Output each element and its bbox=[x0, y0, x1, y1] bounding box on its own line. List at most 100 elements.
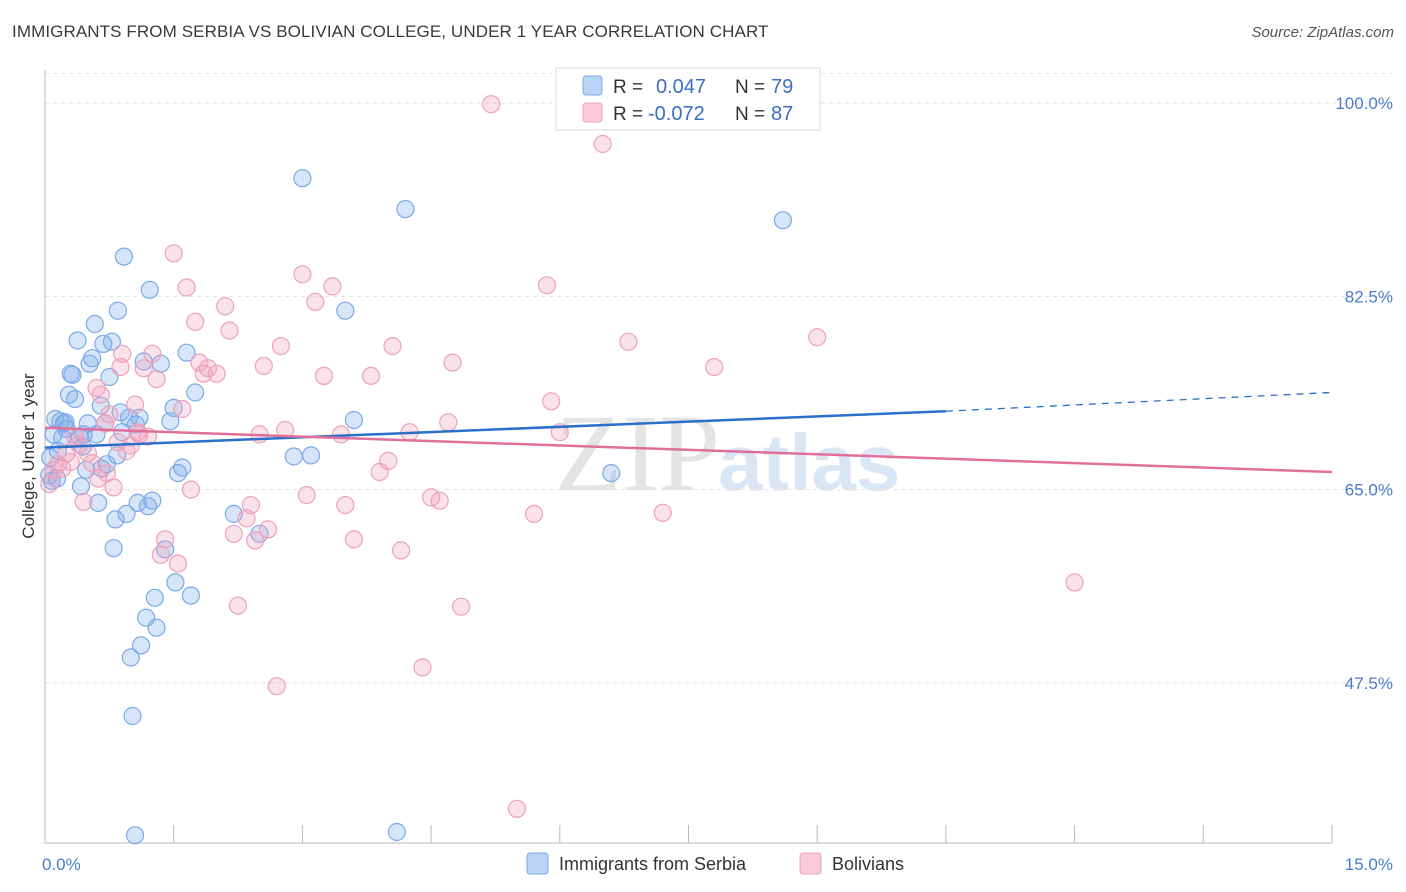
point-serbia bbox=[396, 200, 415, 219]
point-bolivians bbox=[379, 451, 398, 470]
stats-r-value-serbia: 0.047 bbox=[656, 76, 706, 98]
legend-swatch-serbia bbox=[526, 852, 549, 875]
point-bolivians bbox=[1065, 573, 1084, 592]
point-bolivians bbox=[173, 399, 192, 419]
point-bolivians bbox=[95, 414, 115, 433]
y-tick-label: 100.0% bbox=[1335, 94, 1393, 113]
grid bbox=[45, 72, 1392, 684]
point-bolivians bbox=[228, 596, 248, 615]
point-bolivians bbox=[443, 353, 462, 372]
stats-swatch-serbia bbox=[582, 75, 603, 96]
point-bolivians bbox=[593, 134, 612, 154]
point-bolivians bbox=[126, 395, 145, 414]
point-bolivians bbox=[57, 444, 76, 463]
point-bolivians bbox=[297, 486, 316, 505]
stats-row-serbia: R = 0.047 N = 79 bbox=[582, 75, 793, 98]
data-points bbox=[40, 95, 1084, 845]
y-tick-label: 82.5% bbox=[1345, 287, 1393, 306]
point-serbia bbox=[181, 586, 200, 605]
point-bolivians bbox=[151, 545, 170, 564]
point-bolivians bbox=[168, 554, 188, 573]
y-tick-labels: 100.0% 82.5% 65.0% 47.5% bbox=[1335, 94, 1393, 693]
point-serbia bbox=[128, 493, 147, 512]
point-serbia bbox=[65, 390, 85, 409]
point-bolivians bbox=[104, 478, 123, 497]
point-bolivians bbox=[241, 496, 260, 515]
point-bolivians bbox=[383, 337, 402, 356]
legend-swatch-bolivians bbox=[799, 852, 822, 875]
bottom-legend: Immigrants from Serbia Bolivians bbox=[526, 852, 904, 875]
point-bolivians bbox=[482, 95, 501, 114]
point-bolivians bbox=[220, 321, 239, 340]
legend-item-serbia[interactable]: Immigrants from Serbia bbox=[526, 852, 747, 875]
x-tick-label: 15.0% bbox=[1345, 855, 1393, 874]
watermark: ZIP atlas bbox=[555, 392, 900, 514]
point-bolivians bbox=[259, 520, 278, 539]
stats-legend: R = 0.047 N = 79 R = -0.072 N = 87 bbox=[555, 67, 821, 131]
x-tick-labels: 0.0% 15.0% bbox=[42, 855, 1393, 874]
stats-r-label-bolivians: R = bbox=[613, 104, 643, 125]
source-label: Source: ZipAtlas.com bbox=[1251, 24, 1394, 41]
point-bolivians bbox=[537, 276, 557, 295]
point-serbia bbox=[83, 349, 102, 368]
point-bolivians bbox=[147, 370, 166, 389]
point-bolivians bbox=[439, 413, 458, 432]
point-serbia bbox=[147, 618, 166, 637]
point-bolivians bbox=[705, 358, 724, 377]
point-serbia bbox=[114, 247, 134, 266]
point-bolivians bbox=[164, 244, 183, 263]
point-serbia bbox=[126, 826, 145, 845]
point-serbia bbox=[111, 403, 130, 422]
point-serbia bbox=[71, 477, 91, 496]
point-serbia bbox=[145, 588, 164, 607]
trend-serbia-extension bbox=[945, 391, 1333, 412]
y-tick-label: 65.0% bbox=[1345, 481, 1393, 500]
point-bolivians bbox=[143, 344, 162, 363]
point-serbia bbox=[293, 169, 312, 188]
point-serbia bbox=[123, 706, 142, 726]
point-bolivians bbox=[361, 366, 381, 385]
point-serbia bbox=[177, 343, 196, 362]
point-serbia bbox=[107, 446, 127, 465]
point-bolivians bbox=[293, 265, 312, 284]
legend-label-serbia: Immigrants from Serbia bbox=[559, 854, 747, 874]
point-bolivians bbox=[542, 392, 561, 411]
point-bolivians bbox=[83, 454, 102, 473]
point-serbia bbox=[102, 332, 122, 351]
point-serbia bbox=[301, 446, 321, 465]
point-serbia bbox=[108, 301, 128, 320]
point-bolivians bbox=[113, 344, 132, 363]
stats-row-bolivians: R = -0.072 N = 87 bbox=[582, 102, 793, 125]
y-axis-title: College, Under 1 year bbox=[19, 373, 38, 539]
point-bolivians bbox=[224, 524, 243, 543]
point-bolivians bbox=[271, 337, 290, 356]
stats-swatch-bolivians bbox=[582, 102, 603, 123]
point-serbia bbox=[63, 365, 82, 384]
point-serbia bbox=[336, 301, 355, 320]
point-bolivians bbox=[314, 366, 333, 385]
point-bolivians bbox=[216, 297, 235, 316]
point-serbia bbox=[120, 408, 139, 427]
point-bolivians bbox=[653, 503, 672, 522]
point-bolivians bbox=[323, 277, 342, 296]
point-bolivians bbox=[186, 312, 205, 331]
point-bolivians bbox=[134, 359, 153, 378]
point-serbia bbox=[132, 636, 151, 655]
series-serbia-points bbox=[40, 169, 793, 845]
x-tick-label: 0.0% bbox=[42, 855, 81, 874]
point-serbia bbox=[106, 510, 125, 529]
point-bolivians bbox=[808, 328, 827, 347]
point-bolivians bbox=[91, 385, 110, 404]
point-bolivians bbox=[507, 799, 527, 818]
point-serbia bbox=[161, 412, 180, 431]
point-serbia bbox=[89, 493, 108, 512]
point-bolivians bbox=[111, 358, 130, 377]
point-serbia bbox=[284, 447, 303, 466]
point-serbia bbox=[166, 573, 185, 592]
legend-item-bolivians[interactable]: Bolivians bbox=[799, 852, 904, 875]
legend-label-bolivians: Bolivians bbox=[832, 854, 904, 874]
point-bolivians bbox=[306, 292, 325, 311]
watermark-zip: ZIP bbox=[555, 392, 720, 514]
point-serbia bbox=[121, 648, 140, 667]
point-bolivians bbox=[267, 677, 286, 696]
